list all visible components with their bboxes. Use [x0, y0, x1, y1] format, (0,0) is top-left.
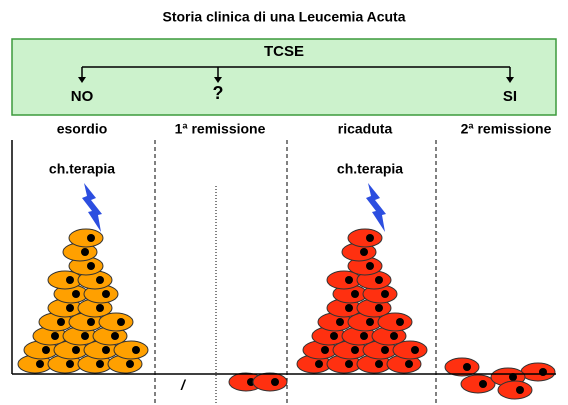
- marker: /: [180, 377, 187, 393]
- cell: [497, 380, 533, 400]
- cell: [98, 312, 134, 332]
- cell-nucleus: [463, 363, 471, 371]
- cell-nucleus: [57, 318, 65, 326]
- cell-nucleus: [66, 304, 74, 312]
- cell-nucleus: [330, 332, 338, 340]
- phase-dividers: [154, 140, 437, 405]
- cell-nucleus: [87, 262, 95, 270]
- cell-nucleus: [81, 332, 89, 340]
- cell-nucleus: [111, 332, 119, 340]
- cell-nucleus: [381, 346, 389, 354]
- cell-nucleus: [509, 373, 517, 381]
- cell-nucleus: [87, 318, 95, 326]
- tcse-option: ?: [213, 83, 224, 103]
- tcse-option: SI: [503, 88, 517, 105]
- cell: [347, 228, 383, 248]
- cell-nucleus: [42, 346, 50, 354]
- cell-nucleus: [66, 276, 74, 284]
- cell-nucleus: [126, 360, 134, 368]
- tcse-label: TCSE: [264, 43, 304, 60]
- cell-nucleus: [351, 346, 359, 354]
- cell-nucleus: [375, 360, 383, 368]
- cell-nucleus: [351, 290, 359, 298]
- phase-label: 2ª remissione: [461, 121, 552, 137]
- title: Storia clinica di una Leucemia Acuta: [163, 9, 406, 25]
- tcse-box: [11, 38, 557, 116]
- phase-label: ricaduta: [338, 121, 393, 137]
- cell-nucleus: [405, 360, 413, 368]
- cell-nucleus: [360, 248, 368, 256]
- cell-nucleus: [479, 380, 487, 388]
- cell-nucleus: [366, 318, 374, 326]
- cell-nucleus: [411, 346, 419, 354]
- cell-nucleus: [390, 332, 398, 340]
- cell-nucleus: [96, 276, 104, 284]
- therapy-label: ch.terapia: [337, 161, 403, 177]
- cell-nucleus: [72, 290, 80, 298]
- cell-nucleus: [102, 290, 110, 298]
- cell: [113, 340, 149, 360]
- cell: [68, 228, 104, 248]
- cell-nucleus: [51, 332, 59, 340]
- cell-nucleus: [396, 318, 404, 326]
- cell-nucleus: [336, 318, 344, 326]
- cell-nucleus: [87, 234, 95, 242]
- cell-nucleus: [345, 360, 353, 368]
- lightning: [366, 183, 386, 232]
- cell: [252, 372, 288, 392]
- cell-nucleus: [315, 360, 323, 368]
- cell-nucleus: [72, 346, 80, 354]
- arrow-heads: [78, 77, 514, 83]
- phase-label: esordio: [57, 121, 108, 137]
- cell-nucleus: [345, 304, 353, 312]
- cell-nucleus: [381, 290, 389, 298]
- cell-nucleus: [345, 276, 353, 284]
- cell-nucleus: [117, 318, 125, 326]
- therapy-label: ch.terapia: [49, 161, 115, 177]
- cells: [17, 228, 556, 400]
- cell-nucleus: [271, 378, 279, 386]
- cell-nucleus: [366, 234, 374, 242]
- cell-nucleus: [375, 304, 383, 312]
- cell: [444, 357, 480, 377]
- cell: [460, 374, 496, 394]
- cell-nucleus: [132, 346, 140, 354]
- cell-nucleus: [360, 332, 368, 340]
- cell-nucleus: [366, 262, 374, 270]
- tcse-option: NO: [71, 88, 94, 105]
- cell-nucleus: [102, 346, 110, 354]
- cell: [520, 362, 556, 382]
- phase-label: 1ª remissione: [175, 121, 266, 137]
- cell: [377, 312, 413, 332]
- cell: [392, 340, 428, 360]
- cell-nucleus: [36, 360, 44, 368]
- cell-nucleus: [321, 346, 329, 354]
- cell-nucleus: [66, 360, 74, 368]
- cell-nucleus: [539, 368, 547, 376]
- cell-nucleus: [516, 386, 524, 394]
- cell-nucleus: [81, 248, 89, 256]
- cell-nucleus: [96, 360, 104, 368]
- cell-nucleus: [96, 304, 104, 312]
- lightning: [82, 183, 102, 232]
- cell-nucleus: [375, 276, 383, 284]
